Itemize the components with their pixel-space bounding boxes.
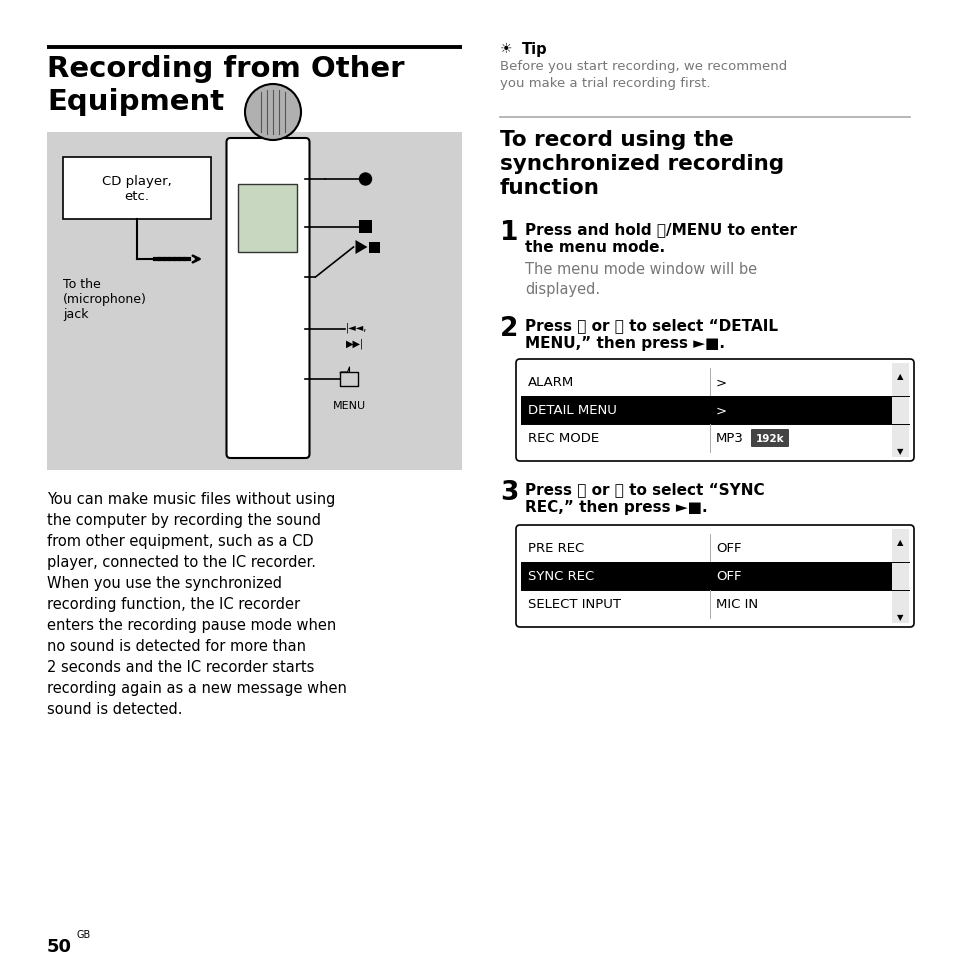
FancyBboxPatch shape [516, 359, 913, 461]
Text: ▼: ▼ [897, 613, 902, 621]
Text: REC,” then press ►■.: REC,” then press ►■. [524, 499, 707, 515]
Text: OFF: OFF [716, 570, 740, 583]
Text: Press ⏮ or ⏭ to select “DETAIL: Press ⏮ or ⏭ to select “DETAIL [524, 317, 778, 333]
Text: 2: 2 [499, 315, 517, 341]
Text: PRE REC: PRE REC [527, 542, 583, 555]
Text: Tip: Tip [521, 42, 547, 57]
Text: The menu mode window will be
displayed.: The menu mode window will be displayed. [524, 262, 757, 296]
Bar [238, 185, 297, 253]
Text: 1: 1 [499, 220, 518, 246]
Bar [63, 158, 211, 220]
Text: Equipment: Equipment [47, 88, 224, 116]
Polygon shape [355, 241, 367, 254]
Bar [520, 396, 908, 424]
Text: MIC IN: MIC IN [716, 598, 758, 611]
FancyBboxPatch shape [750, 430, 788, 448]
Circle shape [245, 85, 301, 141]
FancyBboxPatch shape [516, 525, 913, 627]
Text: Press and hold ⎕/MENU to enter: Press and hold ⎕/MENU to enter [524, 222, 796, 236]
Text: MENU,” then press ►■.: MENU,” then press ►■. [524, 335, 724, 351]
Text: GB: GB [77, 929, 91, 939]
Bar [47, 132, 461, 471]
Text: Press ⏮ or ⏭ to select “SYNC: Press ⏮ or ⏭ to select “SYNC [524, 481, 763, 497]
Text: |◄◄,: |◄◄, [345, 322, 367, 333]
Text: To record using the: To record using the [499, 130, 733, 150]
Text: function: function [499, 178, 599, 198]
Text: ▼: ▼ [897, 447, 902, 456]
Circle shape [359, 173, 371, 186]
Bar [359, 221, 372, 233]
Text: OFF: OFF [716, 542, 740, 555]
Bar [891, 530, 908, 623]
Text: >: > [716, 376, 726, 389]
Text: 50: 50 [47, 937, 71, 953]
Text: You can make music files without using
the computer by recording the sound
from : You can make music files without using t… [47, 492, 347, 717]
Text: CD player,
etc.: CD player, etc. [102, 174, 172, 203]
Text: synchronized recording: synchronized recording [499, 153, 783, 173]
Text: 3: 3 [499, 479, 517, 505]
Bar [891, 364, 908, 457]
Text: ▲: ▲ [897, 537, 902, 546]
Text: Before you start recording, we recommend
you make a trial recording first.: Before you start recording, we recommend… [499, 60, 786, 90]
Bar [369, 243, 380, 253]
Text: REC MODE: REC MODE [527, 432, 598, 445]
Text: To the
(microphone)
jack: To the (microphone) jack [63, 277, 147, 320]
Text: SYNC REC: SYNC REC [527, 570, 594, 583]
Text: ▶▶|: ▶▶| [345, 338, 363, 349]
Text: ☀: ☀ [499, 42, 512, 56]
Text: MP3: MP3 [716, 432, 743, 445]
Text: ▲: ▲ [897, 372, 902, 380]
FancyBboxPatch shape [226, 139, 309, 458]
Text: SELECT INPUT: SELECT INPUT [527, 598, 620, 611]
Text: Recording from Other: Recording from Other [47, 55, 404, 83]
Text: >: > [716, 404, 726, 417]
Text: ALARM: ALARM [527, 376, 574, 389]
Text: the menu mode.: the menu mode. [524, 240, 664, 254]
Bar [520, 562, 908, 590]
Text: 192k: 192k [755, 434, 783, 443]
Text: DETAIL MENU: DETAIL MENU [527, 404, 617, 417]
Text: MENU: MENU [333, 400, 366, 411]
